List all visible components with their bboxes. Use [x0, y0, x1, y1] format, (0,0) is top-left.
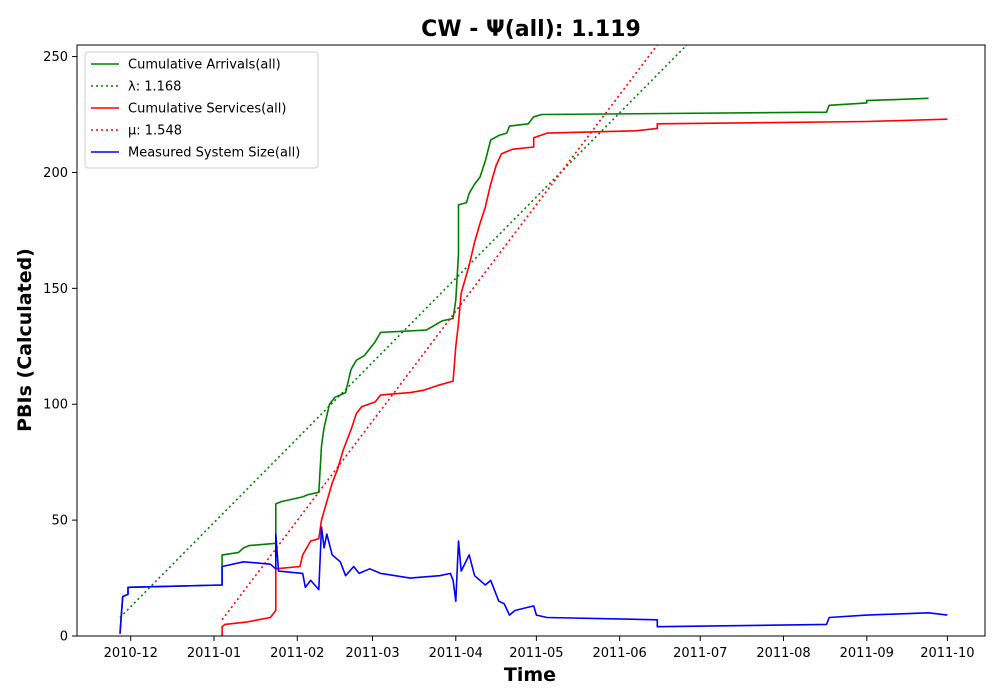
legend-label-4: Measured System Size(all) [128, 146, 300, 161]
x-tick-label: 2011-10 [920, 646, 974, 661]
series-layer [119, 45, 948, 636]
x-axis-label: Time [504, 664, 556, 686]
y-axis-label: PBIs (Calculated) [14, 248, 36, 432]
legend-label-3: μ: 1.548 [128, 124, 182, 139]
x-tick-label: 2011-08 [756, 646, 810, 661]
x-tick-label: 2011-09 [840, 646, 894, 661]
x-tick-label: 2011-02 [270, 646, 324, 661]
x-tick-label: 2011-03 [345, 646, 399, 661]
series-line-0 [119, 97, 929, 634]
legend-label-0: Cumulative Arrivals(all) [128, 58, 281, 73]
x-tick-label: 2011-05 [509, 646, 563, 661]
legend-label-2: Cumulative Services(all) [128, 102, 286, 117]
x-tick-label: 2011-04 [429, 646, 483, 661]
x-tick-label: 2011-07 [673, 646, 727, 661]
series-line-2 [221, 118, 948, 636]
x-axis: 2010-12 2011-01 2011-02 2011-03 2011-04 2011-… [104, 636, 975, 661]
chart-title: CW - Ψ(all): 1.119 [421, 17, 641, 42]
plot-frame [76, 44, 986, 637]
y-tick-label: 150 [43, 282, 68, 297]
y-tick-label: 100 [43, 398, 68, 413]
x-tick-label: 2011-01 [187, 646, 241, 661]
x-tick-label: 2011-06 [592, 646, 646, 661]
series-line-4 [119, 526, 948, 634]
series-line-3 [221, 45, 658, 621]
x-tick-label: 2010-12 [104, 646, 158, 661]
y-tick-label: 50 [51, 514, 68, 529]
legend-label-1: λ: 1.168 [128, 80, 181, 95]
y-tick-label: 250 [43, 50, 68, 65]
y-tick-label: 200 [43, 166, 68, 181]
legend-box [84, 51, 319, 169]
y-tick-label: 0 [60, 630, 68, 645]
series-line-1 [119, 45, 688, 619]
y-axis: 0 50 100 150 200 250 [43, 50, 77, 645]
legend: Cumulative Arrivals(all) λ: 1.168 Cumulati… [84, 51, 319, 169]
